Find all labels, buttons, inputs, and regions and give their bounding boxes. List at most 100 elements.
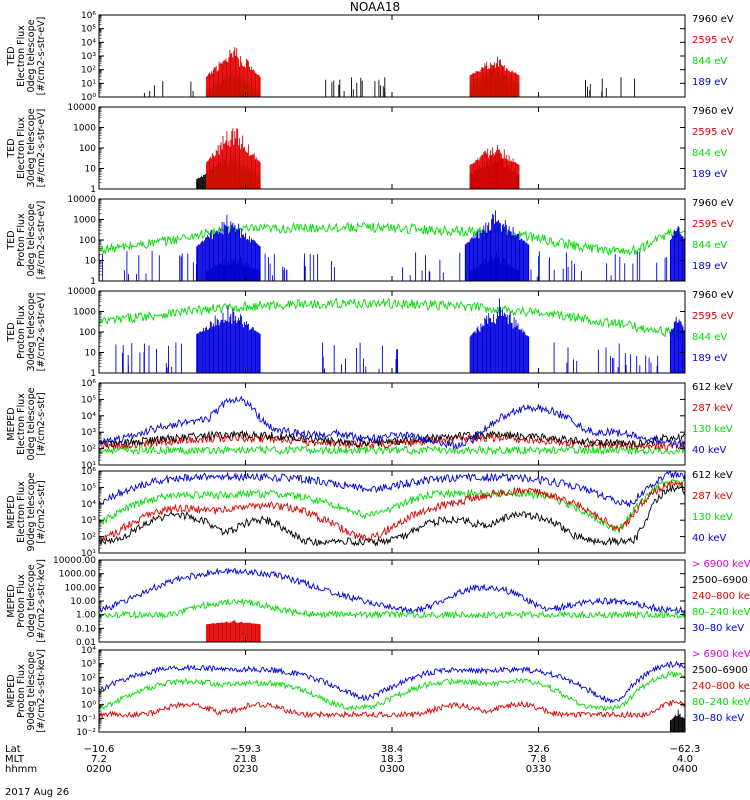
y-axis-label-line: 0deg telescope (26, 203, 37, 276)
y-axis-label-line: [#/cm2-s-str-eV] (36, 17, 47, 96)
series-red-line (99, 699, 685, 719)
y-tick-label: 10³ (81, 52, 96, 62)
panel-2-series (196, 128, 520, 189)
y-tick-label: 10⁴ (81, 500, 96, 510)
series-black-line (99, 483, 685, 547)
y-tick-label: 10000.00 (53, 556, 96, 566)
panel-3-series (99, 210, 685, 281)
legend-entry: 30–80 keV (692, 623, 744, 634)
y-axis-label-line: 0deg telescope (26, 564, 37, 637)
y-axis-label-line: TED (6, 322, 17, 342)
y-axis-label-line: Proton Flux (16, 664, 27, 718)
y-axis-label-line: 30deg telescope (26, 108, 37, 187)
y-axis-label-line: 90deg telescope (26, 651, 37, 730)
y-tick-label: 10000 (67, 287, 96, 297)
legend-entry: 2500–6900 (692, 575, 748, 586)
y-axis-label-line: MEPED (6, 674, 17, 707)
y-tick-label: 10⁴ (81, 38, 96, 48)
y-axis-label-line: TED (6, 46, 17, 66)
y-axis-label-line: MEPED (6, 407, 17, 440)
footer-mlt-value: 21.8 (234, 754, 256, 765)
legend-entry: 30–80 keV (692, 713, 744, 724)
y-tick-label: 10¹ (81, 687, 96, 697)
series-green-line (99, 479, 685, 534)
legend-entry: 2595 eV (692, 311, 734, 322)
y-tick-label: 10⁶ (81, 467, 96, 477)
footer-mlt-value: 7.2 (91, 754, 107, 765)
y-axis-label-line: Proton Flux (16, 305, 27, 359)
series-red-spikes (205, 47, 520, 97)
panel-7-series (99, 567, 685, 642)
y-axis-label-line: Electron Flux (16, 25, 27, 87)
panel-4: 1 10 100 1000 10000 TED Proton Flux 30deg teles… (6, 287, 734, 379)
y-tick-label: 1000 (73, 216, 96, 226)
y-axis-label-line: [#/cm2-s-str-keV] (36, 559, 47, 643)
panel-5: 10¹ 10² 10³ 10⁴ 10⁵ 10⁶ MEPED Electron Flux 0deg… (6, 379, 733, 471)
panel-6: 10¹ 10² 10³ 10⁴ 10⁵ 10⁶ MEPED Electron Flux 90de… (6, 467, 733, 559)
legend-entry: 287 keV (692, 403, 733, 414)
y-tick-label: 10⁵ (81, 395, 96, 405)
footer-hhmm-value: 0230 (233, 764, 258, 775)
y-tick-label: 1.00 (76, 611, 96, 621)
y-axis-label-line: TED (6, 230, 17, 250)
legend-entry: 80–240 keV (692, 697, 750, 708)
panel-2: 1 10 100 1000 10000 TED Electron Flux 30deg tel… (6, 103, 734, 195)
y-tick-label: 100 (79, 144, 96, 154)
y-tick-label: 1000 (73, 124, 96, 134)
legend-entry: 240–800 keV (692, 591, 750, 602)
y-tick-label: 10⁰ (81, 93, 96, 103)
legend-entry: 7960 eV (692, 14, 734, 25)
series-green-line (99, 598, 685, 620)
series-blue-spikes (115, 298, 685, 373)
y-tick-label: 100.00 (65, 583, 97, 593)
panel-8-series (99, 660, 685, 732)
y-axis-label-line: 0deg telescope (26, 387, 37, 460)
y-tick-label: 10000 (67, 103, 96, 113)
footer-hhmm-value: 0200 (86, 764, 111, 775)
footer-row-label: Lat (5, 744, 21, 755)
panel-5-series (99, 395, 685, 456)
y-axis-label-line: Proton Flux (16, 574, 27, 628)
footer-mlt-value: 4.0 (677, 754, 693, 765)
footer-lat-value: −59.3 (230, 744, 261, 755)
y-tick-label: 10 (85, 165, 97, 175)
legend-entry: 189 eV (692, 261, 727, 272)
series-black-line (99, 429, 685, 449)
y-tick-label: 1 (90, 369, 96, 379)
series-green-line (99, 444, 685, 456)
series-blue-line (99, 567, 685, 615)
footer-mlt-value: 18.3 (381, 754, 403, 765)
legend-entry: 130 keV (692, 424, 733, 435)
legend-entry: 130 keV (692, 512, 733, 523)
panel-1-series (143, 47, 636, 97)
y-tick-label: 1 (90, 185, 96, 195)
series-red-spikes (205, 128, 520, 189)
y-tick-label: 10⁻¹ (76, 714, 96, 724)
y-tick-label: 10² (81, 445, 96, 455)
y-tick-label: 1 (90, 277, 96, 287)
legend-entry: 7960 eV (692, 290, 734, 301)
panel-6-series (99, 471, 685, 547)
legend-entry: 40 keV (692, 445, 726, 456)
y-tick-label: 10000 (67, 195, 96, 205)
legend-entry: 2595 eV (692, 127, 734, 138)
date-label: 2017 Aug 26 (5, 787, 69, 798)
panel-4-series (99, 297, 685, 373)
y-axis-label-line: Electron Flux (16, 393, 27, 455)
y-axis-label-line: [#/cm2-s-str] (36, 392, 47, 455)
y-tick-label: 10² (81, 66, 96, 76)
y-tick-label: 10³ (81, 516, 96, 526)
y-tick-label: 10⁻² (76, 728, 96, 738)
legend-entry: 189 eV (692, 353, 727, 364)
y-tick-label: 10¹ (81, 461, 96, 471)
y-tick-label: 10⁵ (81, 483, 96, 493)
legend-entry: 189 eV (692, 77, 727, 88)
y-axis-label-line: Proton Flux (16, 213, 27, 267)
legend-entry: 844 eV (692, 56, 727, 67)
series-blue-line (99, 660, 685, 704)
y-tick-label: 1000 (73, 308, 96, 318)
panel-7: 0.01 0.10 1.00 10.00 100.00 1000.00 10000.00 ME… (6, 556, 750, 648)
y-tick-label: 10⁰ (81, 701, 96, 711)
